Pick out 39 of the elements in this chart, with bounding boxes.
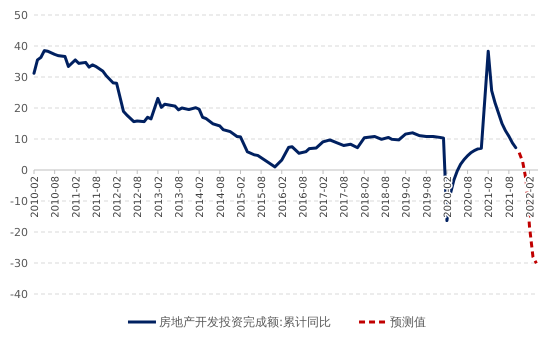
x-tick-label: 2011-02 [71, 176, 82, 218]
x-tick-label: 2020-08 [464, 176, 475, 218]
legend-label: 房地产开发投资完成额:累计同比 [158, 315, 332, 329]
y-tick-label: -10 [10, 195, 28, 208]
x-tick-label: 2021-02 [484, 176, 496, 218]
x-tick-label: 2016-08 [298, 176, 310, 218]
x-tick-label: 2012-08 [133, 176, 144, 218]
x-tick-label: 2013-02 [154, 176, 165, 218]
x-tick-label: 2016-02 [278, 176, 289, 218]
y-tick-label: 40 [14, 40, 28, 53]
y-tick-label: 20 [14, 102, 28, 115]
y-tick-label: -40 [10, 288, 28, 301]
x-tick-label: 2017-02 [319, 176, 330, 218]
x-tick-label: 2015-02 [236, 176, 248, 218]
x-tick-label: 2013-08 [174, 176, 186, 218]
x-tick-label: 2020-02 [442, 176, 454, 218]
y-tick-label: 50 [14, 9, 28, 22]
x-tick-label: 2022-02 [526, 176, 537, 218]
x-tick-label: 2019-02 [402, 176, 413, 218]
y-tick-label: 0 [21, 164, 28, 177]
x-tick-label: 2015-08 [257, 176, 268, 218]
x-tick-label: 2014-08 [216, 176, 227, 218]
x-tick-label: 2010-08 [50, 176, 62, 218]
x-tick-label: 2017-08 [340, 176, 351, 218]
x-tick-label: 2014-02 [195, 176, 206, 218]
line-series [518, 151, 538, 265]
x-tick-label: 2012-02 [112, 176, 124, 218]
x-tick-label: 2011-08 [92, 176, 103, 218]
y-tick-label: 30 [14, 71, 28, 84]
y-tick-label: 10 [14, 133, 28, 146]
x-tick-label: 2018-02 [360, 176, 372, 218]
x-tick-label: 2019-08 [422, 176, 434, 218]
y-tick-label: -30 [10, 257, 28, 270]
x-tick-label: 2010-02 [30, 176, 41, 218]
x-tick-label: 2018-08 [380, 176, 392, 218]
legend-label: 预测值 [390, 315, 426, 329]
x-tick-label: 2021-08 [504, 176, 516, 218]
y-tick-label: -20 [10, 226, 28, 239]
line-series [32, 49, 518, 222]
